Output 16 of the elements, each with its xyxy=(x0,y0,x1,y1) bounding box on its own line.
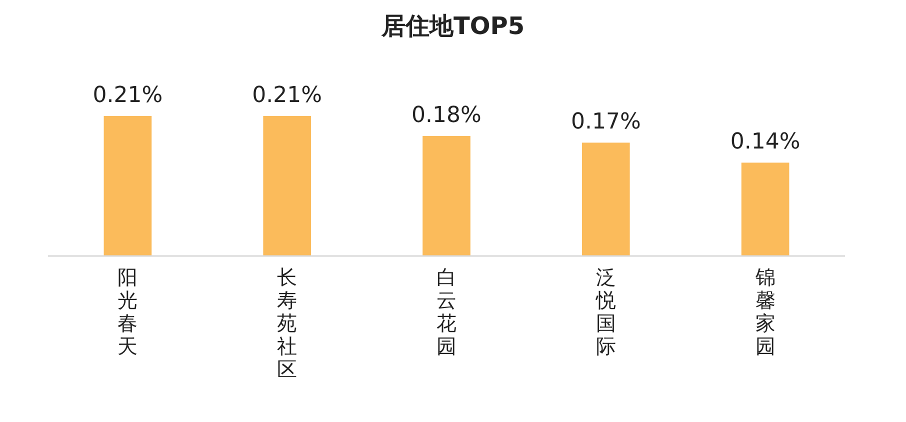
data-label: 0.21% xyxy=(92,83,163,108)
x-tick-label: 长寿苑社区 xyxy=(277,265,298,381)
x-tick-label: 泛悦国际 xyxy=(594,265,616,358)
x-tick-label: 白云花园 xyxy=(436,265,456,358)
data-label: 0.21% xyxy=(252,83,322,108)
x-tick-label: 锦馨家园 xyxy=(754,265,776,358)
bar xyxy=(104,116,152,256)
bar xyxy=(582,142,630,256)
chart-title: 居住地TOP5 xyxy=(380,12,525,40)
data-label: 0.18% xyxy=(412,103,482,128)
bar xyxy=(741,162,790,256)
x-tick-label: 阳光春天 xyxy=(118,265,138,358)
bar xyxy=(422,136,470,256)
bar xyxy=(263,116,312,256)
data-label: 0.17% xyxy=(570,110,641,135)
data-label: 0.14% xyxy=(730,130,800,155)
